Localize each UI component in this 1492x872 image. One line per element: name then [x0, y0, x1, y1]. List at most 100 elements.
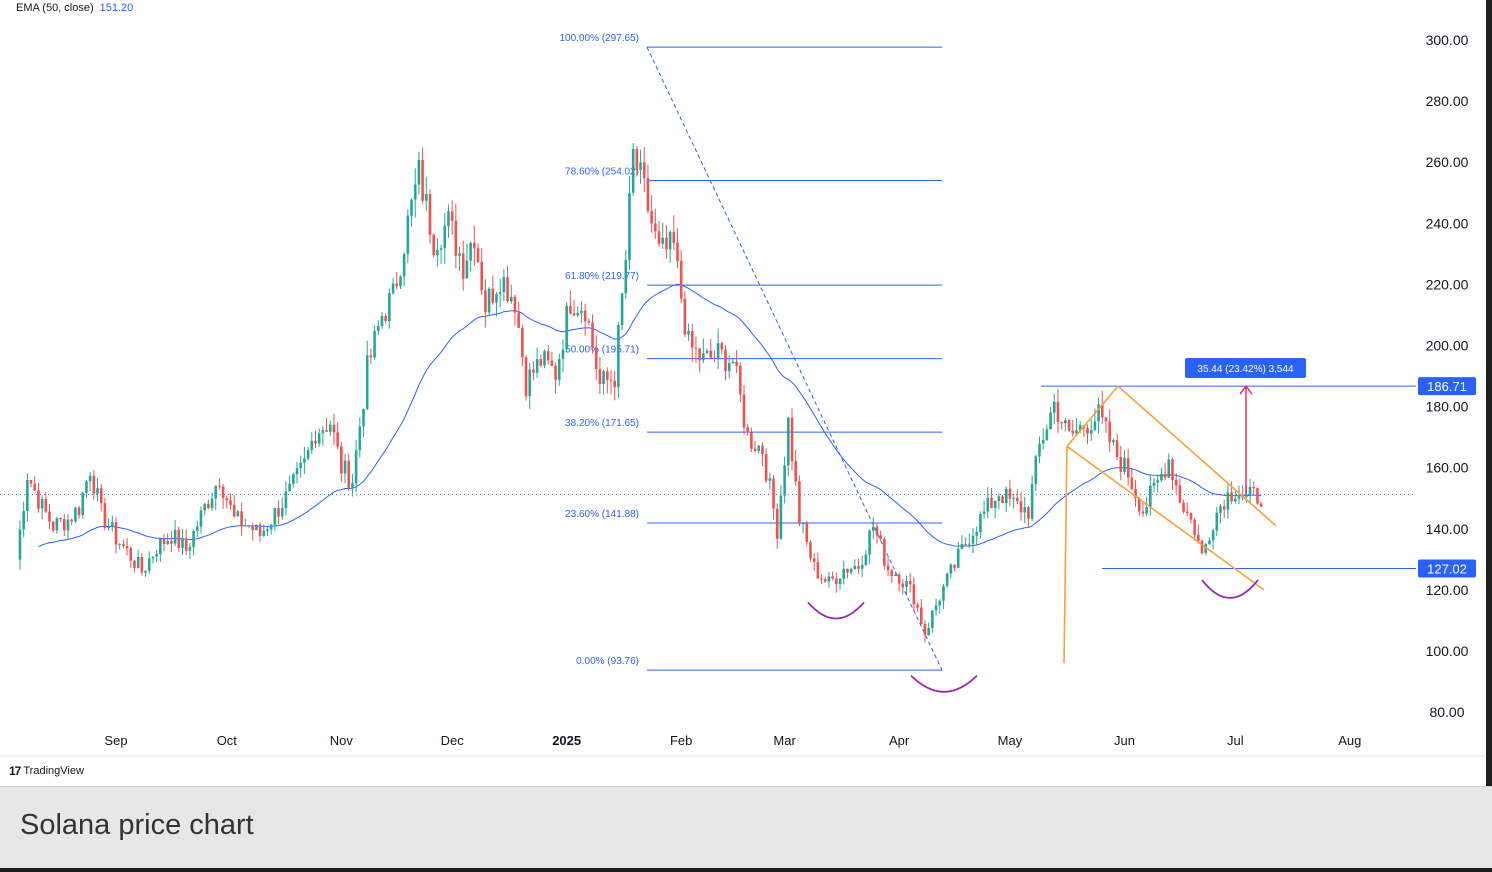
candle-body	[602, 371, 605, 385]
ema-legend[interactable]: EMA (50, close) 151.20	[16, 2, 133, 14]
candle-body	[199, 510, 203, 527]
price-chart[interactable]: 100.00% (297.65) 78.60% (254.02) 61.80% (2…	[0, 0, 1492, 786]
measure-label-text: 35.44 (23.42%) 3,544	[1197, 364, 1294, 375]
candle-body	[321, 430, 325, 434]
candle-body	[133, 560, 136, 568]
candle-body	[354, 450, 358, 484]
candle-body	[476, 248, 480, 262]
candle-body	[942, 586, 945, 601]
candle-body	[528, 369, 532, 397]
candle-body	[820, 578, 823, 580]
candle-body	[236, 511, 240, 517]
tradingview-logo[interactable]: 17 TradingView	[9, 764, 84, 778]
candle-body	[1171, 459, 1174, 481]
candle-body	[772, 478, 775, 509]
candle-body	[731, 361, 735, 364]
fib-level-label: 38.20% (171.65)	[565, 418, 639, 429]
candle-body	[1097, 404, 1100, 422]
candle-body	[406, 215, 410, 254]
candle-body	[96, 488, 99, 494]
candle-body	[66, 519, 70, 531]
candle-body	[458, 253, 461, 256]
candle-body	[1167, 459, 1171, 478]
candle-body	[1030, 484, 1034, 519]
candle-body	[823, 579, 827, 582]
candle-body	[195, 526, 199, 531]
candle-body	[214, 485, 218, 499]
candle-body	[1119, 456, 1123, 472]
candle-body	[74, 507, 77, 522]
candle-body	[1004, 488, 1008, 504]
candle-body	[225, 498, 229, 501]
candle-body	[1233, 498, 1237, 502]
flag-channel-line	[1066, 385, 1119, 447]
candle-body	[838, 578, 842, 585]
x-tick-label: May	[998, 733, 1023, 748]
drawings-layer[interactable]: 35.44 (23.42%) 3,544	[807, 358, 1416, 693]
rounded-bottom-arc	[1201, 579, 1259, 599]
candle-body	[369, 355, 373, 358]
tradingview-logo-icon: 17	[9, 764, 21, 778]
candle-body	[125, 546, 129, 549]
candle-body	[277, 508, 280, 517]
x-axis[interactable]: Sep Oct Nov Dec 2025 Feb Mar Apr May Jun Jul Aug	[104, 733, 1361, 748]
candle-body	[609, 379, 613, 381]
candle-body	[1027, 507, 1030, 519]
candle-body	[51, 521, 55, 531]
y-axis[interactable]: 300.00 280.00 260.00 240.00 220.00 200.00 180.…	[1418, 32, 1476, 720]
candle-body	[742, 394, 746, 428]
candle-body	[85, 481, 88, 493]
candle-body	[184, 538, 188, 551]
candle-body	[88, 475, 92, 482]
ema-legend-value: 151.20	[99, 2, 134, 14]
candle-body	[306, 449, 310, 459]
candle-body	[421, 159, 424, 201]
y-tick-label: 260.00	[1426, 154, 1469, 170]
candle-body	[1075, 430, 1078, 434]
candle-body	[753, 448, 757, 451]
candle-body	[798, 481, 801, 524]
fibonacci-retracement[interactable]: 100.00% (297.65) 78.60% (254.02) 61.80% (2…	[559, 33, 943, 671]
candle-body	[439, 248, 443, 250]
fib-trend-line	[646, 46, 943, 671]
fib-level-label: 78.60% (254.02)	[565, 166, 639, 177]
candle-body	[484, 290, 487, 313]
candle-body	[487, 288, 491, 313]
candle-body	[901, 583, 905, 587]
candle-body	[982, 511, 986, 514]
candle-body	[761, 445, 764, 455]
candle-body	[580, 310, 583, 313]
candle-body	[561, 349, 565, 359]
candle-body	[44, 498, 48, 512]
candle-body	[1064, 420, 1067, 424]
candle-body	[1248, 486, 1252, 495]
candle-body	[1156, 480, 1160, 483]
candle-body	[635, 148, 639, 170]
candle-body	[657, 231, 661, 244]
candle-body	[964, 544, 967, 546]
candle-body	[391, 283, 395, 294]
candle-body	[1208, 540, 1211, 545]
candle-body	[1049, 412, 1052, 430]
candle-body	[207, 503, 210, 509]
rounded-bottom-arc	[910, 674, 978, 693]
candle-body	[750, 432, 753, 449]
candle-body	[735, 361, 738, 366]
candle-body	[890, 570, 894, 576]
candle-body	[517, 312, 520, 328]
candle-body	[1045, 429, 1049, 440]
candle-body	[502, 277, 506, 293]
candle-body	[583, 310, 587, 322]
candle-body	[539, 359, 543, 366]
candle-body	[428, 194, 432, 235]
candle-body	[768, 478, 772, 481]
candle-body	[868, 530, 871, 555]
rounded-bottom-arc	[807, 601, 865, 620]
candle-body	[524, 357, 528, 397]
candle-body	[1222, 506, 1226, 510]
candle-body	[1041, 439, 1045, 444]
candle-body	[1245, 494, 1248, 497]
x-tick-label: Dec	[441, 733, 465, 748]
candle-body	[266, 529, 269, 531]
candle-body	[77, 507, 81, 516]
